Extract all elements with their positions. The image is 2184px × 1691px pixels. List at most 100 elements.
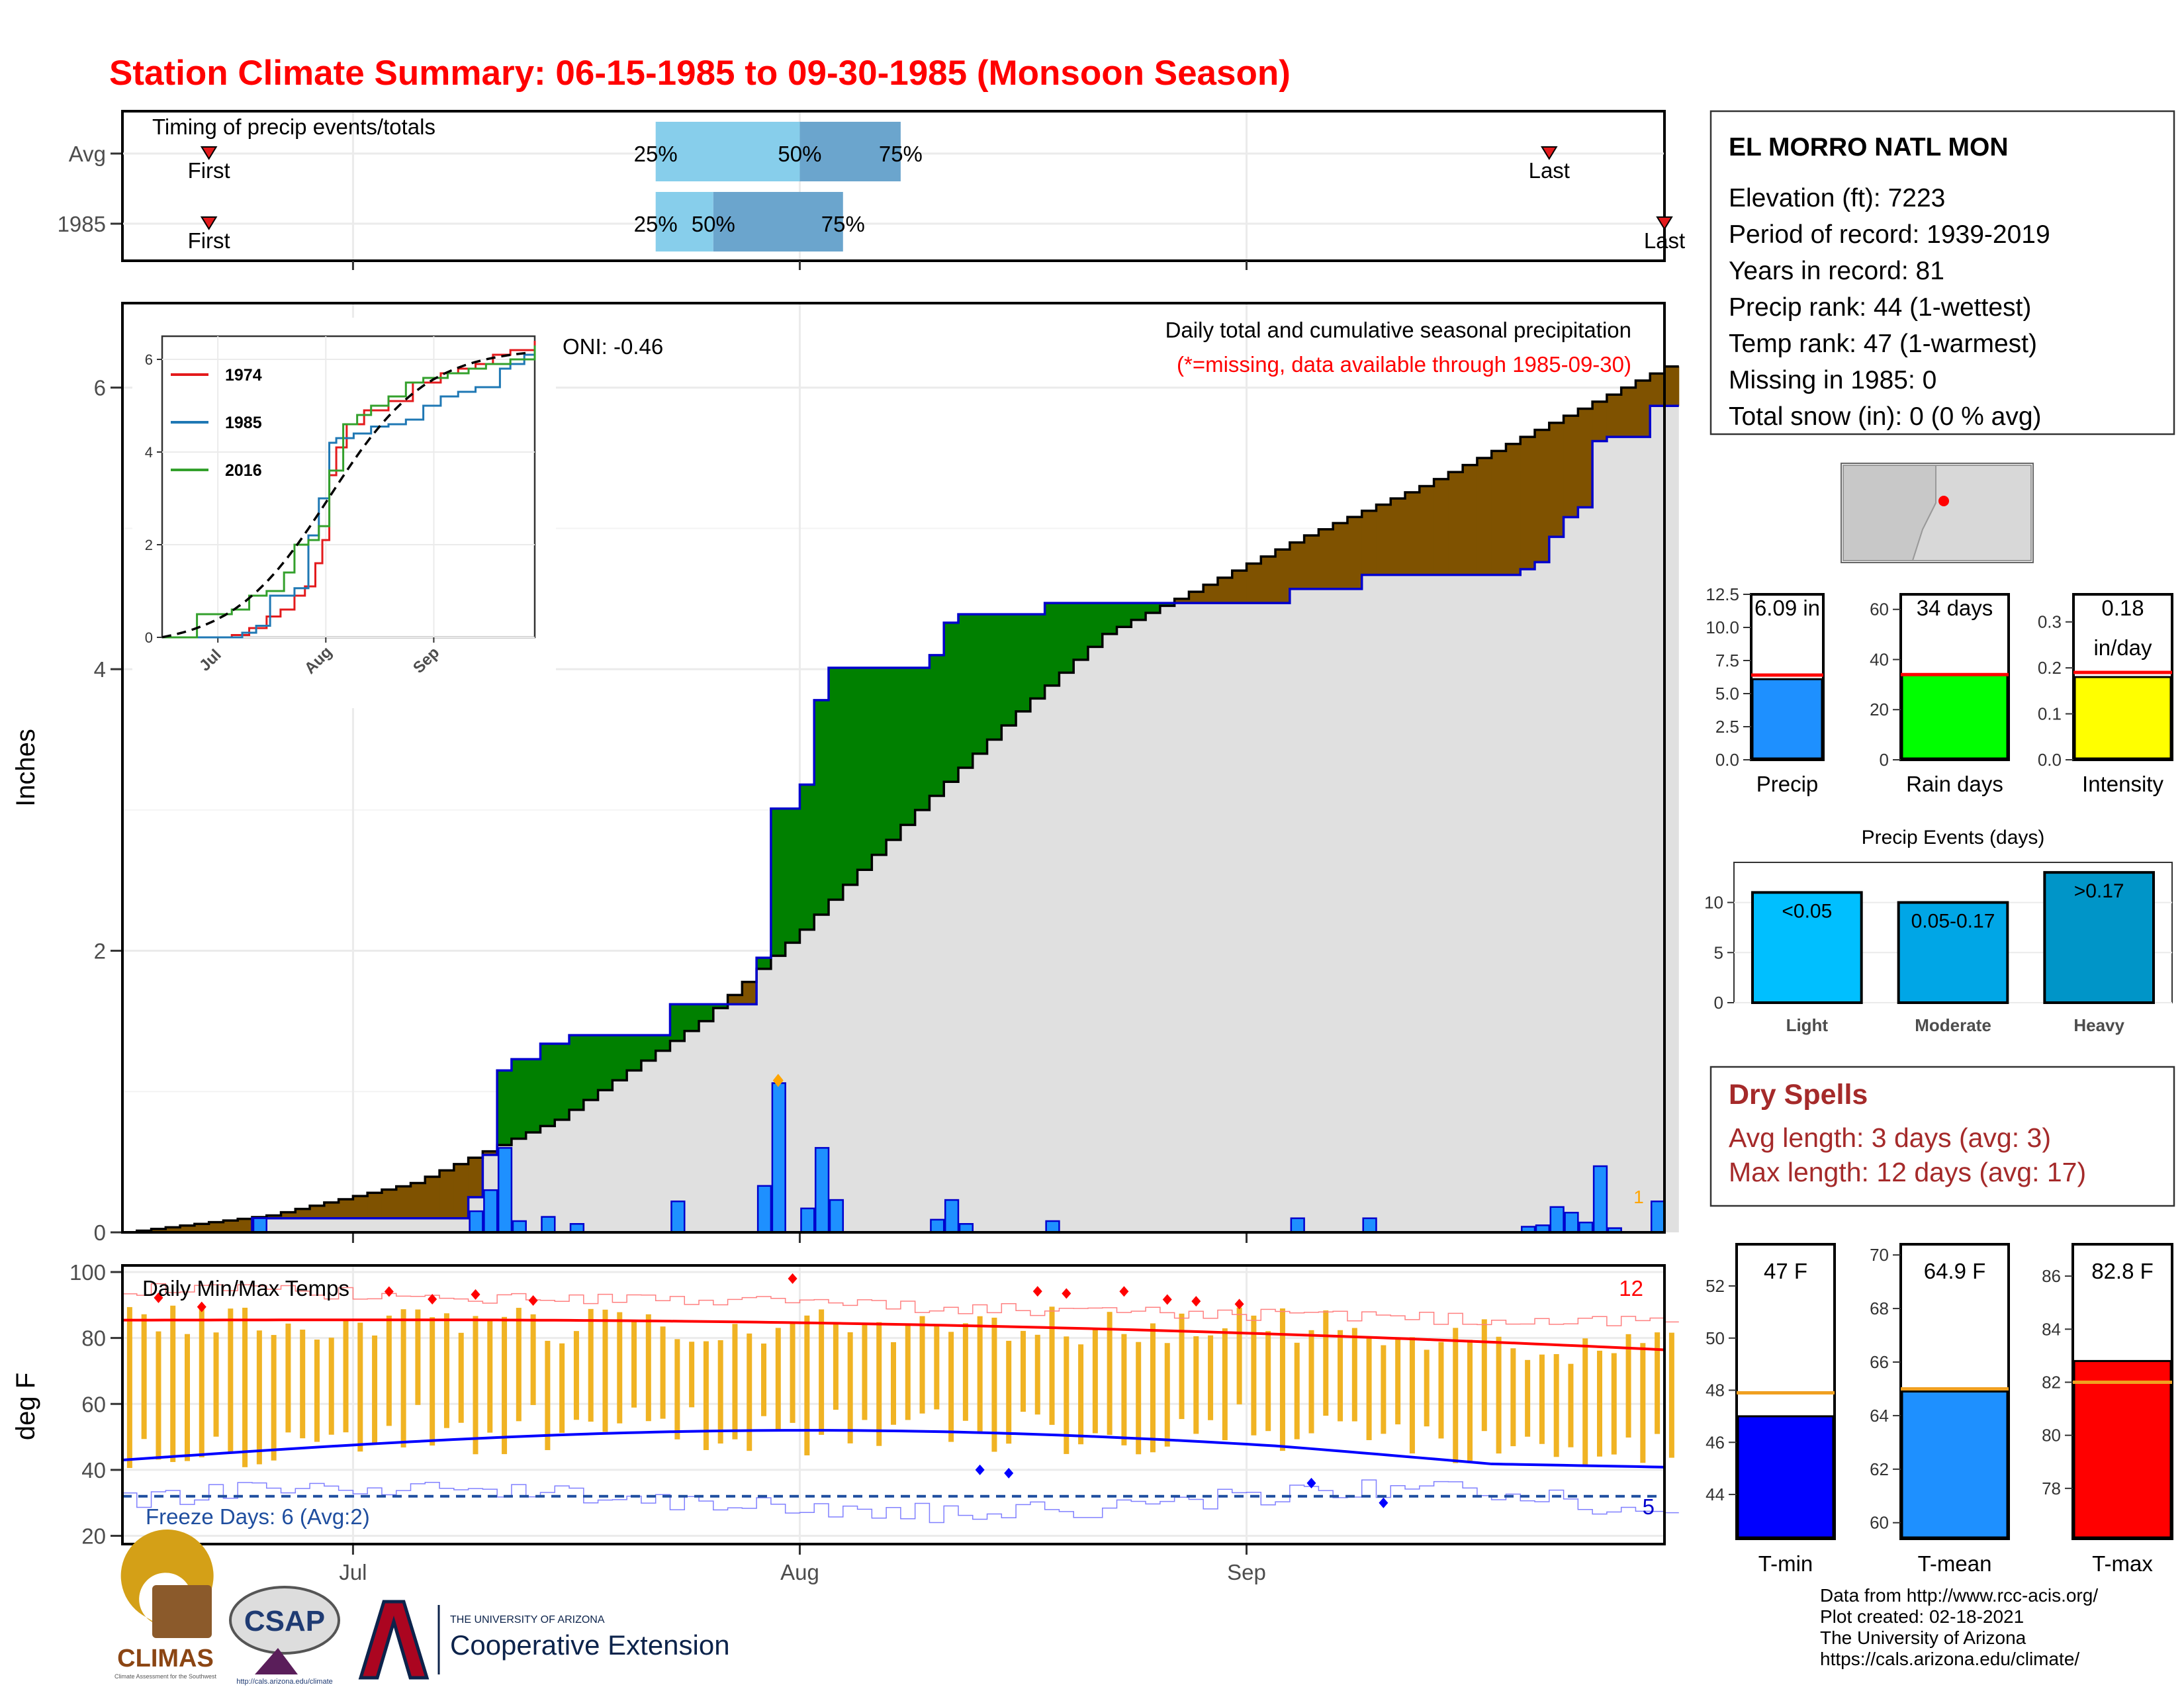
daily-temp-range-bar: [328, 1338, 334, 1435]
below-average-fill: [410, 1183, 426, 1218]
station-info-box: EL MORRO NATL MON Elevation (ft): 7223 Per…: [1709, 110, 2175, 435]
below-average-fill: [1491, 451, 1506, 575]
quartile-label: 25%: [634, 142, 678, 166]
below-average-fill: [1664, 366, 1680, 406]
quartile-50-75-bar: [713, 192, 843, 251]
daily-temp-range-bar: [458, 1332, 464, 1423]
daily-temp-range-bar: [372, 1335, 378, 1445]
freeze-days-label: Freeze Days: 6 (Avg:2): [146, 1504, 370, 1529]
above-average-fill: [785, 808, 800, 943]
above-average-fill: [1102, 603, 1118, 634]
locator-map: [1841, 463, 2034, 563]
daily-precip-bar: [469, 1210, 484, 1234]
daily-temp-range-bar: [473, 1316, 478, 1455]
daily-precip-bar: [1290, 1217, 1305, 1234]
below-average-fill: [1203, 584, 1218, 604]
above-average-fill: [1044, 603, 1060, 686]
tstat-bar-T-mean: [1901, 1391, 2009, 1539]
events-bar-label: 0.05-0.17: [1911, 911, 1995, 933]
daily-temp-range-bar: [891, 1342, 896, 1425]
daily-temp-range-bar: [1279, 1308, 1285, 1451]
ua-logo-a: [358, 1600, 430, 1680]
csap-logo-text: CSAP: [244, 1605, 325, 1637]
daily-temp-range-bar: [991, 1317, 997, 1452]
daily-temp-range-bar: [747, 1333, 752, 1451]
daily-temp-range-bar: [156, 1331, 161, 1460]
below-average-fill: [165, 1227, 181, 1232]
daily-temp-range-bar: [1611, 1353, 1617, 1455]
stat-tick-label: 0.1: [2038, 704, 2062, 724]
daily-temp-range-bar: [415, 1309, 421, 1405]
dry-title: Dry Spells: [1729, 1079, 1868, 1111]
daily-temp-range-bar: [819, 1309, 825, 1435]
climas-logo-text: CLIMAS: [117, 1645, 214, 1672]
station-frame: [1709, 110, 2175, 435]
record-high-marker: [1191, 1296, 1201, 1307]
daily-temp-range-bar: [1064, 1336, 1069, 1454]
quartile-label: 25%: [634, 212, 678, 236]
stat-value: 0.18: [2101, 596, 2144, 620]
above-average-fill: [670, 1004, 685, 1041]
below-average-fill: [1419, 486, 1435, 575]
daily-temp-range-bar: [775, 1328, 781, 1430]
daily-temp-range-bar: [1381, 1345, 1387, 1434]
above-average-fill: [756, 958, 772, 969]
daily-temp-range-bar: [199, 1308, 205, 1457]
events-tick-label: 0: [1714, 993, 1723, 1013]
quartile-25-50-bar: [655, 122, 800, 181]
daily-temp-range-bar: [862, 1324, 868, 1420]
above-average-fill: [598, 1035, 613, 1091]
daily-precip-bar: [930, 1218, 945, 1234]
station-info-line: Total snow (in): 0 (0 % avg): [1729, 402, 2042, 431]
csap-mountain: [255, 1648, 298, 1674]
daily-precip-bar: [829, 1199, 844, 1234]
daily-temp-range-bar: [631, 1320, 637, 1408]
top-right-count: 1: [1633, 1187, 1644, 1207]
above-average-fill: [900, 667, 916, 825]
below-average-fill: [425, 1176, 440, 1218]
tstat-tick-label: 44: [1706, 1485, 1725, 1504]
above-average-fill: [915, 667, 930, 810]
events-bar-label: >0.17: [2074, 880, 2124, 902]
daily-temp-range-bar: [1510, 1348, 1516, 1447]
events-bar-Heavy: [2043, 871, 2155, 1004]
inset-legend-label: 1985: [225, 414, 262, 432]
stat-bar-Precip: [1751, 678, 1823, 760]
below-average-fill: [1174, 598, 1189, 604]
stat-tick-label: 0.2: [2038, 658, 2062, 678]
stat-tick-label: 60: [1870, 600, 1889, 619]
daily-precip-bar: [756, 1185, 772, 1234]
above-average-fill: [641, 1035, 657, 1061]
temp-y-tick-label: 20: [81, 1524, 106, 1549]
daily-temp-range-bar: [1568, 1363, 1574, 1447]
below-average-fill: [1549, 422, 1565, 537]
below-average-fill: [223, 1220, 238, 1232]
daily-precip-bar: [1564, 1211, 1579, 1234]
daily-temp-range-bar: [660, 1326, 666, 1419]
below-average-fill: [1304, 535, 1319, 589]
record-high-marker: [428, 1293, 437, 1304]
below-average-fill: [1578, 408, 1593, 508]
daily-temp-range-bar: [1136, 1342, 1142, 1455]
below-average-fill: [396, 1186, 412, 1218]
daily-temp-range-bar: [126, 1306, 132, 1469]
daily-temp-range-bar: [689, 1342, 695, 1408]
above-average-fill: [555, 1043, 570, 1120]
record-high-marker: [197, 1301, 206, 1312]
temp-y-tick-label: 60: [81, 1392, 106, 1416]
station-info-line: Period of record: 1939-2019: [1729, 220, 2050, 249]
daily-temp-range-bar: [948, 1332, 954, 1442]
daily-temp-range-bar: [228, 1308, 234, 1453]
daily-temp-range-bar: [588, 1308, 594, 1422]
below-average-fill: [1275, 549, 1291, 604]
record-high-marker: [1032, 1286, 1042, 1297]
daily-temp-range-bar: [1467, 1340, 1473, 1461]
station-info-line: Missing in 1985: 0: [1729, 366, 1936, 394]
daily-temp-range-bar: [1424, 1349, 1430, 1427]
station-info-line: Years in record: 81: [1729, 257, 1944, 285]
below-average-fill: [1635, 381, 1651, 437]
last-event-label: Last: [1529, 158, 1570, 183]
daily-temp-range-bar: [256, 1330, 262, 1465]
